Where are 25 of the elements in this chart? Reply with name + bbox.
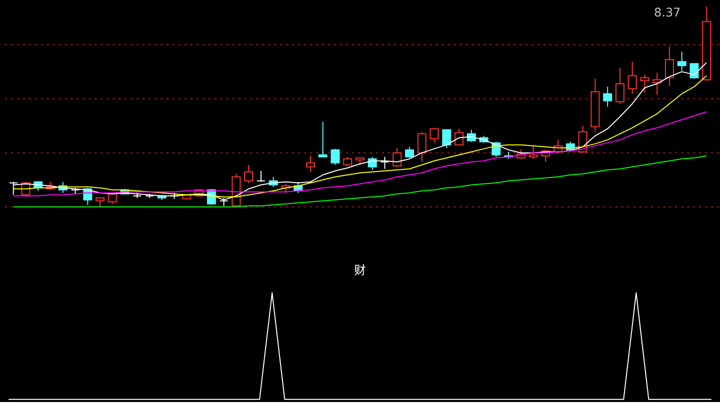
candlestick <box>96 197 105 208</box>
candlestick <box>405 146 414 158</box>
candlestick <box>664 46 674 86</box>
candlestick <box>628 61 637 94</box>
candlestick <box>677 51 686 72</box>
candlestick <box>318 121 328 158</box>
candlestick <box>343 156 352 166</box>
candlestick <box>430 127 439 144</box>
candlestick <box>392 147 402 168</box>
annotation: 8.37 <box>654 6 681 20</box>
candlestick <box>640 74 650 94</box>
candlestick <box>442 129 452 148</box>
candlestick <box>528 145 538 160</box>
candlestick <box>454 128 464 146</box>
candlestick <box>652 72 662 96</box>
candlestick <box>330 148 340 166</box>
candlestick <box>256 170 266 182</box>
candlestick <box>380 156 390 170</box>
candlestick <box>615 67 624 104</box>
candlestick <box>306 155 315 172</box>
candlestick <box>244 164 254 184</box>
candlestick <box>690 63 699 80</box>
chart-title: 财 <box>354 262 366 277</box>
candlestick <box>603 86 612 108</box>
candlestick <box>417 131 426 162</box>
